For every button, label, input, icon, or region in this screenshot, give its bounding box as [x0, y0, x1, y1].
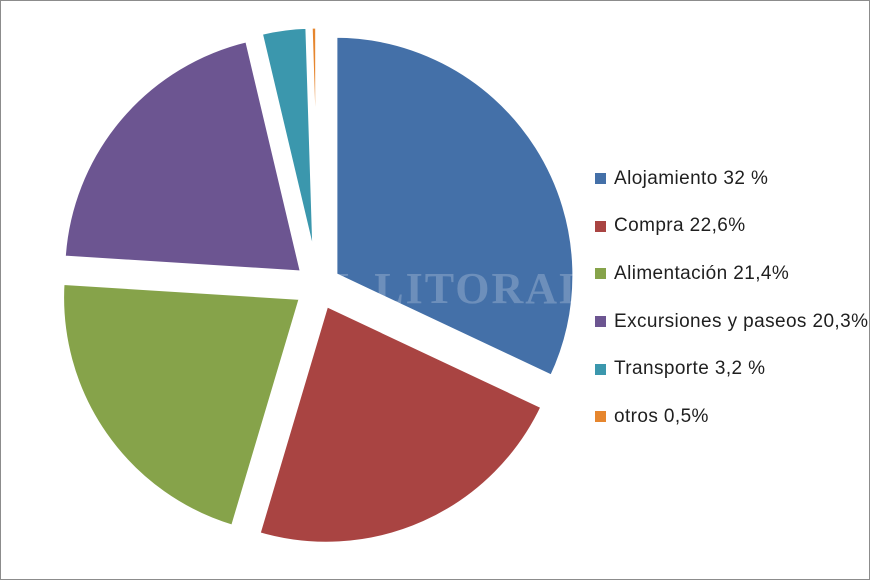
legend-swatch: [595, 363, 606, 375]
legend-swatch: [595, 268, 606, 280]
legend-swatch: [595, 173, 606, 185]
pie-slice-alojamiento: [332, 32, 578, 381]
legend-label: Alimentación 21,4%: [614, 262, 790, 284]
legend-swatch: [595, 316, 606, 328]
pie-slice-compra: [254, 300, 547, 547]
legend-swatch: [595, 411, 606, 423]
legend-swatch: [595, 220, 606, 232]
pie-slice-otros: [307, 23, 321, 267]
legend-item-otros: otros 0,5%: [595, 393, 868, 441]
pie-slice-alimentacion: [59, 279, 305, 531]
legend-item-alojamiento: Alojamiento 32 %: [595, 155, 868, 203]
legend-label: Compra 22,6%: [614, 215, 746, 237]
legend-label: Alojamiento 32 %: [614, 167, 769, 189]
pie-slice-excursiones: [60, 36, 306, 276]
legend-label: otros 0,5%: [614, 405, 709, 427]
legend-item-compra: Compra 22,6%: [595, 203, 868, 251]
legend-item-alimentacion: Alimentación 21,4%: [595, 250, 868, 298]
legend-item-excursiones: Excursiones y paseos 20,3%: [595, 298, 868, 346]
legend-label: Excursiones y paseos 20,3%: [614, 310, 869, 332]
legend-item-transporte: Transporte 3,2 %: [595, 345, 868, 393]
legend-label: Transporte 3,2 %: [614, 358, 766, 380]
chart-legend: Alojamiento 32 % Compra 22,6% Alimentación…: [595, 155, 868, 441]
watermark-logo: EL LITORAL: [301, 264, 591, 313]
